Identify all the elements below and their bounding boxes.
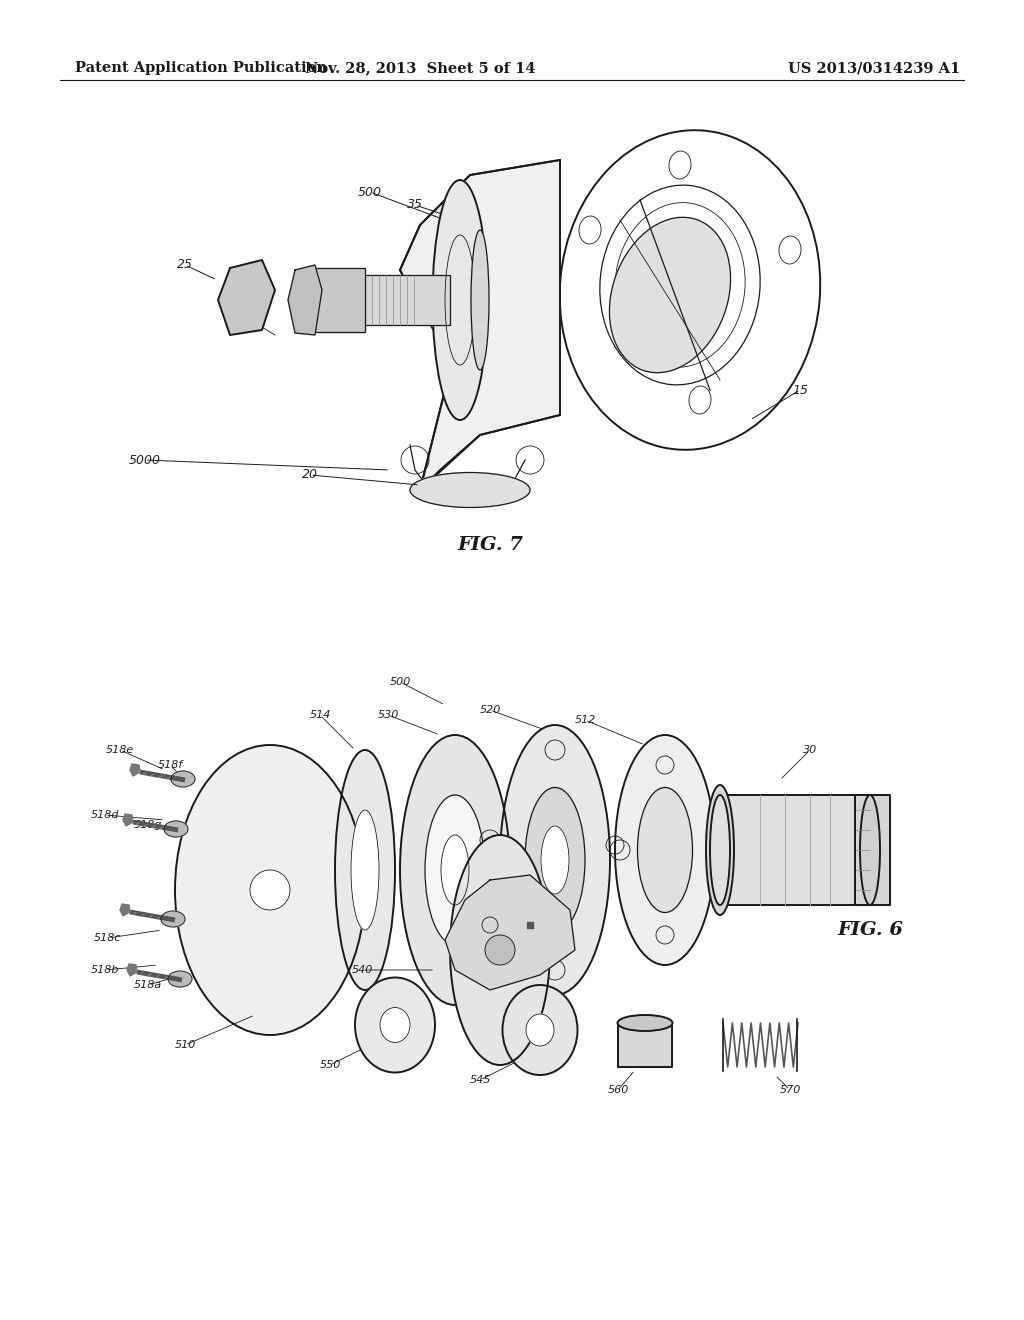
Polygon shape — [720, 795, 870, 906]
Text: 518b: 518b — [91, 965, 119, 975]
Polygon shape — [315, 268, 365, 333]
Ellipse shape — [638, 788, 692, 912]
Text: 512: 512 — [574, 715, 596, 725]
Polygon shape — [445, 875, 575, 990]
Ellipse shape — [335, 750, 395, 990]
Ellipse shape — [485, 935, 515, 965]
Ellipse shape — [400, 735, 510, 1005]
Text: 500: 500 — [389, 677, 411, 686]
Text: FIG. 7: FIG. 7 — [457, 536, 523, 554]
Text: Patent Application Publication: Patent Application Publication — [75, 61, 327, 75]
Ellipse shape — [471, 230, 489, 370]
Polygon shape — [618, 1023, 672, 1067]
Ellipse shape — [617, 1015, 673, 1031]
Ellipse shape — [609, 218, 730, 372]
Ellipse shape — [706, 785, 734, 915]
Ellipse shape — [168, 972, 193, 987]
Ellipse shape — [410, 473, 530, 507]
Polygon shape — [130, 764, 140, 776]
Ellipse shape — [503, 985, 578, 1074]
Ellipse shape — [171, 771, 195, 787]
Text: 514: 514 — [309, 710, 331, 719]
Text: 518d: 518d — [91, 810, 119, 820]
Ellipse shape — [526, 1014, 554, 1045]
Text: 5000: 5000 — [129, 454, 161, 466]
Text: 35: 35 — [407, 198, 423, 211]
Text: 510: 510 — [174, 1040, 196, 1049]
Ellipse shape — [380, 1007, 410, 1043]
Text: 30: 30 — [803, 744, 817, 755]
Text: 25: 25 — [177, 259, 193, 272]
Polygon shape — [400, 160, 560, 490]
Text: 518a: 518a — [134, 979, 162, 990]
Text: 550: 550 — [319, 1060, 341, 1071]
Ellipse shape — [351, 810, 379, 931]
Polygon shape — [218, 260, 275, 335]
Text: 500: 500 — [358, 186, 382, 198]
Ellipse shape — [500, 725, 610, 995]
Text: Nov. 28, 2013  Sheet 5 of 14: Nov. 28, 2013 Sheet 5 of 14 — [305, 61, 536, 75]
Ellipse shape — [541, 826, 569, 894]
Ellipse shape — [250, 870, 290, 909]
Text: 518c: 518c — [94, 933, 122, 942]
Ellipse shape — [450, 836, 550, 1065]
Polygon shape — [127, 964, 137, 975]
Text: 520: 520 — [479, 705, 501, 715]
Polygon shape — [855, 795, 890, 906]
Ellipse shape — [164, 821, 188, 837]
Text: 518f: 518f — [158, 760, 182, 770]
Ellipse shape — [710, 795, 730, 906]
Polygon shape — [123, 814, 133, 826]
Ellipse shape — [432, 180, 487, 420]
Polygon shape — [360, 275, 450, 325]
Polygon shape — [288, 265, 322, 335]
Ellipse shape — [355, 978, 435, 1072]
Text: 518g: 518g — [134, 820, 162, 830]
Ellipse shape — [425, 795, 485, 945]
Text: 545: 545 — [469, 1074, 490, 1085]
Text: 530: 530 — [377, 710, 398, 719]
Ellipse shape — [615, 735, 715, 965]
Text: 518e: 518e — [105, 744, 134, 755]
Ellipse shape — [860, 795, 880, 906]
Polygon shape — [120, 904, 130, 916]
Ellipse shape — [441, 836, 469, 906]
Text: 15: 15 — [792, 384, 808, 396]
Ellipse shape — [161, 911, 185, 927]
Ellipse shape — [175, 744, 365, 1035]
Text: 20: 20 — [302, 469, 318, 482]
Text: FIG. 6: FIG. 6 — [837, 921, 903, 939]
Text: 570: 570 — [779, 1085, 801, 1096]
Text: US 2013/0314239 A1: US 2013/0314239 A1 — [787, 61, 961, 75]
Ellipse shape — [525, 788, 585, 932]
Text: 560: 560 — [607, 1085, 629, 1096]
Text: 540: 540 — [351, 965, 373, 975]
